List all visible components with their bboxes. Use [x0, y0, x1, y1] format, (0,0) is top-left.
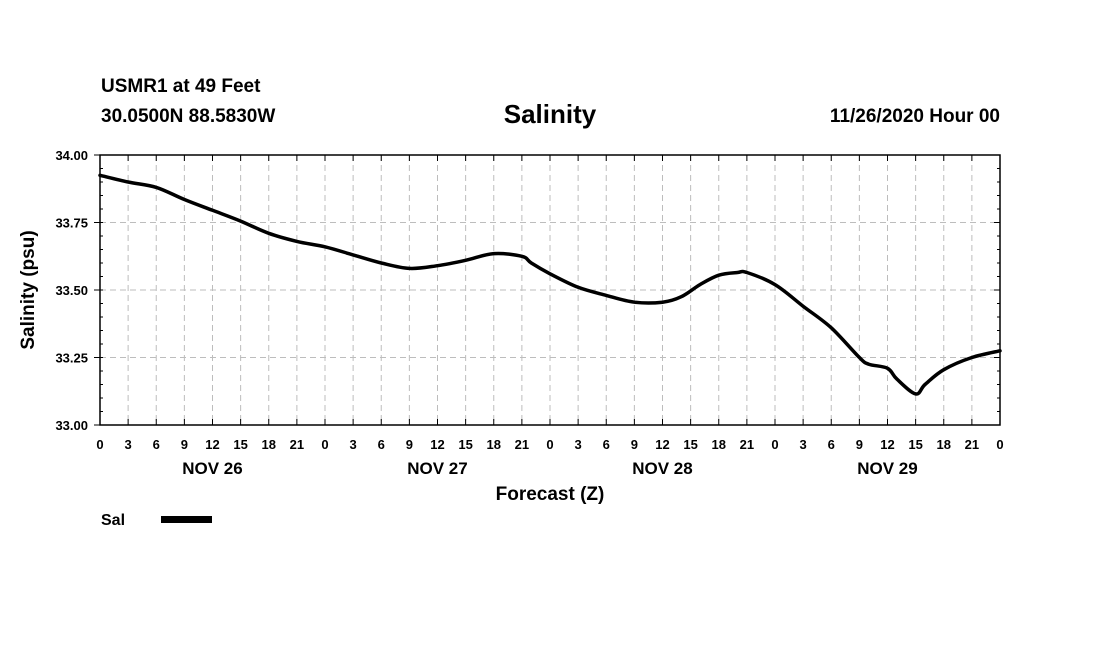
x-tick-label: 3 — [800, 437, 807, 452]
x-tick-label: 9 — [406, 437, 413, 452]
y-tick-label: 33.50 — [55, 283, 88, 298]
x-tick-label: 3 — [125, 437, 132, 452]
x-tick-label: 15 — [908, 437, 922, 452]
station-coordinates: 30.0500N 88.5830W — [101, 106, 276, 127]
x-tick-label: 0 — [771, 437, 778, 452]
x-tick-label: 12 — [430, 437, 444, 452]
day-label: NOV 28 — [632, 459, 692, 478]
y-tick-label: 33.25 — [55, 351, 88, 366]
station-label: USMR1 at 49 Feet — [101, 76, 261, 97]
salinity-series-line — [98, 173, 1002, 396]
day-label: NOV 29 — [857, 459, 917, 478]
y-tick-label: 33.75 — [55, 216, 88, 231]
x-tick-label: 6 — [603, 437, 610, 452]
chart-title: Salinity — [503, 99, 597, 129]
x-tick-label: 6 — [378, 437, 385, 452]
x-tick-label: 15 — [458, 437, 472, 452]
forecast-timestamp: 11/26/2020 Hour 00 — [829, 106, 1000, 127]
x-tick-label: 3 — [575, 437, 582, 452]
day-label: NOV 26 — [182, 459, 242, 478]
x-tick-label: 15 — [233, 437, 247, 452]
x-tick-label: 18 — [712, 437, 726, 452]
x-tick-label: 21 — [965, 437, 979, 452]
y-tick-label: 33.00 — [55, 418, 88, 433]
x-tick-label: 9 — [181, 437, 188, 452]
x-tick-label: 15 — [683, 437, 697, 452]
x-tick-label: 12 — [205, 437, 219, 452]
day-labels: NOV 26 NOV 27 NOV 28 NOV 29 — [182, 459, 917, 478]
x-tick-label: 21 — [740, 437, 754, 452]
y-tick-label: 34.00 — [55, 148, 88, 163]
x-tick-label: 0 — [321, 437, 328, 452]
x-tick-label: 18 — [937, 437, 951, 452]
x-tick-label: 12 — [880, 437, 894, 452]
legend-swatch — [161, 516, 212, 523]
x-tick-label: 0 — [96, 437, 103, 452]
x-tick-label: 6 — [153, 437, 160, 452]
x-tick-label: 18 — [487, 437, 501, 452]
x-tick-label: 21 — [290, 437, 304, 452]
x-tick-label: 9 — [856, 437, 863, 452]
grid-lines — [100, 155, 1000, 425]
x-tick-label: 21 — [515, 437, 529, 452]
x-tick-label: 0 — [546, 437, 553, 452]
x-tick-label: 6 — [828, 437, 835, 452]
day-label: NOV 27 — [407, 459, 467, 478]
x-tick-label: 18 — [262, 437, 276, 452]
y-tick-labels: 34.00 33.75 33.50 33.25 33.00 — [55, 148, 88, 433]
x-tick-label: 12 — [655, 437, 669, 452]
x-tick-label: 9 — [631, 437, 638, 452]
x-tick-labels: 0 3 6 9 12 15 18 21 0 3 6 9 12 15 18 21 0 3 6 9 12 15 18 21 0 3 6 9… — [96, 437, 1003, 452]
axis-ticks — [94, 154, 1001, 426]
y-axis-title: Salinity (psu) — [18, 230, 39, 349]
x-axis-title: Forecast (Z) — [496, 484, 605, 505]
x-tick-label: 0 — [996, 437, 1003, 452]
legend-label: Sal — [101, 512, 125, 529]
x-tick-label: 3 — [350, 437, 357, 452]
